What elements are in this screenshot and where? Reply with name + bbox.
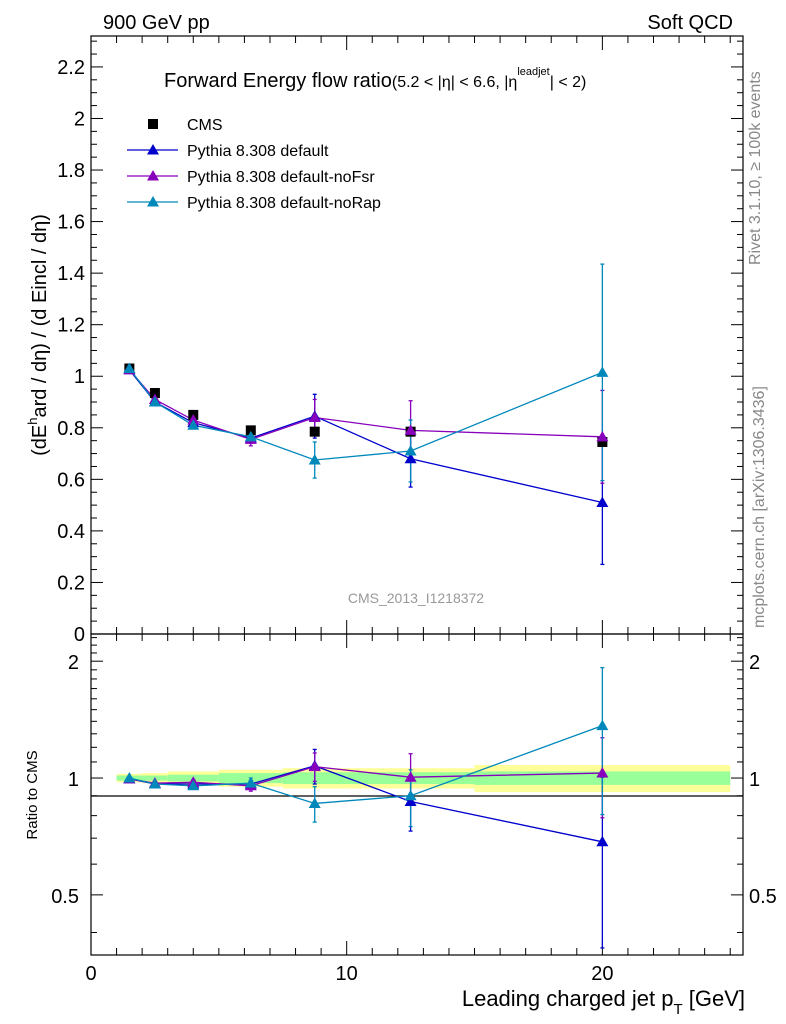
- ratio-ytick-label-right: 1: [749, 769, 760, 791]
- x-tick-label: 10: [336, 963, 358, 985]
- main-title-text: Forward Energy flow ratio: [164, 70, 392, 92]
- data-point-noRap: [123, 362, 136, 374]
- main-axis-ticks: 0 0.2 0.4 0.6 0.8 1 1.2 1.4 1.6 1.8 2 2.2: [57, 36, 743, 646]
- ratio-point-noRap: [148, 778, 161, 789]
- main-ytick-label: 0.4: [57, 521, 85, 543]
- main-panel: 0 0.2 0.4 0.6 0.8 1 1.2 1.4 1.6 1.8 2 2.2 Forward E…: [25, 35, 744, 646]
- legend-marker-default: [147, 144, 159, 155]
- data-point-default: [404, 452, 417, 464]
- ratio-point-noRap: [596, 719, 609, 731]
- series-line-default: [128, 369, 603, 504]
- ratio-ytick-label-right: 0.5: [749, 886, 777, 908]
- series-line-noFsr: [128, 369, 603, 441]
- ratio-series-layer: [123, 666, 609, 949]
- data-point-noFsr: [404, 424, 417, 435]
- main-ytick-label: 1: [74, 366, 85, 388]
- legend-label-noRap: Pythia 8.308 default-noRap: [187, 195, 381, 212]
- main-ytick-label: 2.2: [57, 57, 85, 79]
- header-right: Soft QCD: [647, 12, 733, 34]
- x-axis-label-sub: T: [673, 1001, 682, 1018]
- ratio-point-noRap: [123, 772, 136, 783]
- x-tick-label: 0: [85, 963, 96, 985]
- ratio-point-default: [404, 795, 417, 807]
- ratio-point-noRap: [244, 777, 257, 788]
- main-ytick-label: 1.2: [57, 315, 85, 337]
- main-ytick-label: 0.6: [57, 469, 85, 491]
- data-point-noFsr: [596, 430, 609, 442]
- x-axis-label: Leading charged jet pT [GeV]: [462, 986, 745, 1018]
- data-point-noRap: [148, 396, 161, 407]
- main-title-cuts-b: | < 2): [550, 74, 587, 91]
- ratio-frame: [90, 633, 744, 956]
- data-point-cms: [597, 436, 608, 447]
- main-title-cuts-sup: leadjet: [517, 66, 549, 78]
- main-ytick-label: 0.2: [57, 572, 85, 594]
- ratio-point-noFsr: [308, 760, 321, 772]
- ratio-panel: 0.5 0.51 12 20 10 20 Ratio to CMS Leading cha…: [24, 633, 777, 1018]
- main-ytick-label: 1.4: [57, 263, 85, 285]
- ratio-point-noFsr: [596, 767, 609, 778]
- ratio-point-noRap: [308, 797, 321, 808]
- main-ylabel-a: (dE: [29, 425, 51, 456]
- ratio-point-default: [596, 835, 609, 847]
- data-point-cms: [309, 426, 320, 437]
- data-point-cms: [149, 387, 160, 398]
- x-tick-label: 20: [591, 963, 613, 985]
- data-point-noRap: [244, 430, 257, 442]
- main-ylabel: (dEhard / dη) / (d Eincl / dη): [25, 214, 51, 456]
- ratio-ytick-label-right: 2: [749, 652, 760, 674]
- ratio-point-noRap: [187, 779, 200, 791]
- data-point-noRap: [187, 419, 200, 430]
- series-line-noRap: [128, 368, 603, 461]
- main-ylabel-sup: h: [25, 418, 40, 425]
- main-ylabel-b: ard / dη) / (d Eincl / dη): [29, 214, 51, 417]
- main-ytick-label: 2: [74, 108, 85, 130]
- legend-marker-noFsr: [147, 170, 159, 181]
- rivet-version-text: Rivet 3.1.10, ≥ 100k events: [747, 71, 764, 265]
- ratio-uncertainty-bands: [116, 765, 731, 793]
- legend-marker-cms: [148, 119, 158, 129]
- x-axis-label-a: Leading charged jet p: [462, 986, 674, 1011]
- ratio-ytick-label: 0.5: [51, 886, 79, 908]
- data-point-noRap: [404, 444, 417, 456]
- ratio-axis-ticks: 0.5 0.51 12 20 10 20: [51, 634, 777, 985]
- data-point-noRap: [596, 366, 609, 377]
- main-ytick-label: 1.6: [57, 212, 85, 234]
- data-point-noRap: [308, 454, 321, 465]
- main-series-layer: [123, 263, 609, 566]
- data-point-default: [596, 496, 609, 508]
- ratio-ytick-label: 2: [68, 652, 79, 674]
- x-axis-label-b: [GeV]: [683, 986, 745, 1011]
- ratio-ytick-label: 1: [68, 769, 79, 791]
- header-left: 900 GeV pp: [103, 12, 210, 34]
- main-title-cuts-a: (5.2 < |η| < 6.6, |η: [392, 74, 517, 91]
- legend-label-cms: CMS: [187, 117, 223, 134]
- ratio-ylabel: Ratio to CMS: [24, 750, 41, 839]
- analysis-watermark: CMS_2013_I1218372: [348, 590, 484, 606]
- legend-label-default: Pythia 8.308 default: [187, 143, 329, 160]
- main-ytick-label: 0: [74, 624, 85, 646]
- mcplots-text: mcplots.cern.ch [arXiv:1306.3436]: [751, 386, 768, 628]
- data-point-cms: [245, 425, 256, 436]
- ratio-point-noFsr: [404, 771, 417, 782]
- ratio-point-noRap: [404, 789, 417, 801]
- legend-marker-noRap: [147, 196, 159, 207]
- main-ytick-label: 0.8: [57, 418, 85, 440]
- main-ytick-label: 1.8: [57, 160, 85, 182]
- data-point-noFsr: [308, 411, 321, 422]
- legend-label-noFsr: Pythia 8.308 default-noFsr: [187, 169, 375, 186]
- main-title: Forward Energy flow ratio(5.2 < |η| < 6.…: [164, 66, 586, 92]
- legend: CMS Pythia 8.308 default Pythia 8.308 defa…: [127, 117, 381, 212]
